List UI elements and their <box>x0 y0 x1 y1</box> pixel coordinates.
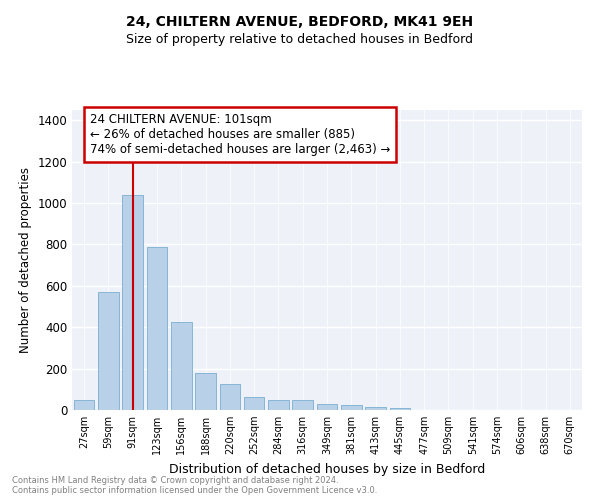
Bar <box>244 396 265 410</box>
Bar <box>74 400 94 410</box>
Bar <box>220 384 240 410</box>
Bar <box>389 408 410 410</box>
Bar <box>146 246 167 410</box>
Bar <box>122 195 143 410</box>
Y-axis label: Number of detached properties: Number of detached properties <box>19 167 32 353</box>
Text: 24, CHILTERN AVENUE, BEDFORD, MK41 9EH: 24, CHILTERN AVENUE, BEDFORD, MK41 9EH <box>127 15 473 29</box>
Bar <box>317 404 337 410</box>
Bar <box>341 405 362 410</box>
Text: Size of property relative to detached houses in Bedford: Size of property relative to detached ho… <box>127 32 473 46</box>
Text: 24 CHILTERN AVENUE: 101sqm
← 26% of detached houses are smaller (885)
74% of sem: 24 CHILTERN AVENUE: 101sqm ← 26% of deta… <box>90 113 390 156</box>
Bar <box>98 292 119 410</box>
Text: Contains HM Land Registry data © Crown copyright and database right 2024.
Contai: Contains HM Land Registry data © Crown c… <box>12 476 377 495</box>
Bar <box>268 400 289 410</box>
Bar <box>365 407 386 410</box>
Bar <box>292 400 313 410</box>
X-axis label: Distribution of detached houses by size in Bedford: Distribution of detached houses by size … <box>169 462 485 475</box>
Bar <box>171 322 191 410</box>
Bar <box>195 373 216 410</box>
